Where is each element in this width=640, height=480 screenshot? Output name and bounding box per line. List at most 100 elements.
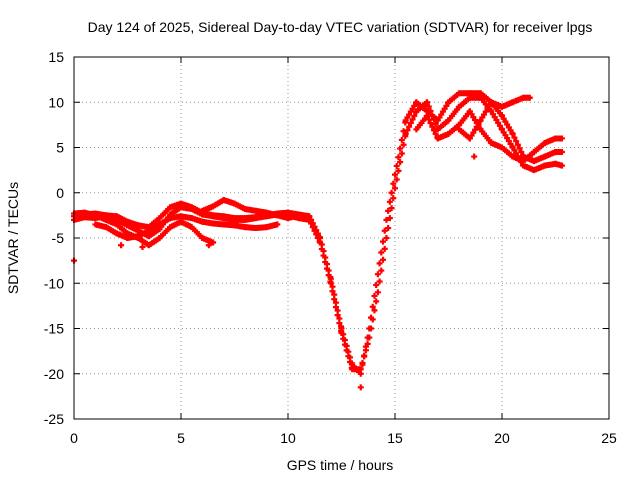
data-point — [383, 216, 390, 223]
data-point — [327, 275, 334, 282]
data-point — [514, 141, 521, 148]
data-point — [509, 130, 516, 137]
data-point — [374, 289, 381, 296]
y-tick-label: -5 — [52, 230, 65, 246]
data-point — [425, 116, 432, 123]
data-point — [361, 352, 368, 359]
data-point — [311, 223, 318, 230]
data-point — [397, 159, 404, 166]
data-point — [395, 167, 402, 174]
data-point — [323, 261, 330, 268]
data-point — [338, 325, 345, 332]
data-point — [511, 134, 518, 141]
data-point — [383, 235, 390, 241]
data-point — [388, 205, 395, 212]
y-tick-label: 10 — [48, 94, 64, 110]
data-point — [345, 348, 352, 355]
x-tick-label: 10 — [280, 430, 296, 446]
data-point — [343, 342, 350, 349]
data-point — [359, 361, 366, 368]
data-point — [471, 153, 478, 160]
data-point — [386, 198, 393, 205]
data-point — [331, 291, 338, 298]
data-point — [357, 370, 364, 377]
data-point — [386, 215, 393, 222]
data-point — [385, 207, 392, 214]
x-tick-label: 5 — [177, 430, 185, 446]
data-point — [374, 271, 381, 278]
data-point — [409, 116, 416, 123]
data-point — [424, 99, 431, 106]
data-point — [322, 254, 329, 261]
data-point — [400, 128, 407, 135]
data-point — [371, 292, 378, 299]
data-point — [411, 112, 418, 119]
data-point — [398, 150, 405, 157]
data-point — [429, 123, 436, 130]
x-tick-label: 25 — [601, 430, 617, 446]
data-point — [205, 242, 212, 249]
data-point — [390, 195, 397, 202]
data-point — [336, 315, 343, 322]
data-point — [332, 299, 339, 306]
data-point — [558, 135, 565, 142]
data-point — [295, 212, 302, 219]
data-point — [320, 248, 327, 255]
data-point — [139, 244, 146, 251]
data-point — [376, 278, 383, 285]
data-point — [432, 130, 439, 137]
data-point — [373, 282, 380, 289]
data-point — [406, 123, 413, 130]
data-point — [362, 343, 369, 350]
y-tick-label: 0 — [56, 185, 64, 201]
x-tick-label: 20 — [494, 430, 510, 446]
data-point — [380, 238, 387, 245]
data-point — [347, 354, 354, 361]
x-axis-label: GPS time / hours — [287, 457, 394, 473]
data-point — [393, 176, 400, 183]
data-point — [390, 180, 397, 187]
data-point — [368, 314, 375, 321]
y-tick-label: -10 — [44, 275, 64, 291]
data-point — [518, 149, 525, 156]
data-point — [392, 171, 398, 178]
data-point — [340, 331, 347, 338]
data-point — [366, 325, 373, 332]
y-tick-label: 5 — [56, 140, 64, 156]
data-point — [407, 120, 414, 127]
axis-ticks: 0 5 10 15 20 25 -25 -20 -15 -10 -5 0 5 10 15 — [44, 49, 617, 446]
data-point — [371, 307, 378, 314]
data-point — [425, 103, 432, 110]
data-point — [118, 242, 125, 249]
data-point — [378, 267, 385, 274]
data-point — [306, 213, 313, 220]
data-point — [376, 260, 383, 267]
data-point — [526, 94, 533, 101]
data-point — [513, 138, 520, 145]
data-point — [395, 154, 402, 161]
x-tick-label: 0 — [70, 430, 78, 446]
data-point — [397, 145, 404, 152]
data-points — [71, 90, 565, 391]
data-point — [369, 303, 376, 310]
data-point — [378, 249, 385, 256]
data-point — [357, 384, 364, 391]
data-point — [334, 307, 341, 314]
data-point — [516, 145, 523, 152]
data-point — [392, 185, 398, 192]
data-point — [313, 227, 320, 234]
data-point — [309, 220, 316, 227]
y-tick-label: 15 — [48, 49, 64, 65]
y-tick-label: -15 — [44, 321, 64, 337]
data-point — [325, 267, 332, 274]
data-point — [400, 141, 407, 148]
chart-title: Day 124 of 2025, Sidereal Day-to-day VTE… — [88, 19, 593, 35]
y-tick-label: -20 — [44, 366, 64, 382]
data-point — [381, 227, 388, 234]
grid-lines — [74, 57, 609, 419]
data-point — [308, 216, 315, 223]
data-point — [373, 298, 380, 305]
y-tick-label: -25 — [44, 411, 64, 427]
data-point — [314, 230, 321, 237]
